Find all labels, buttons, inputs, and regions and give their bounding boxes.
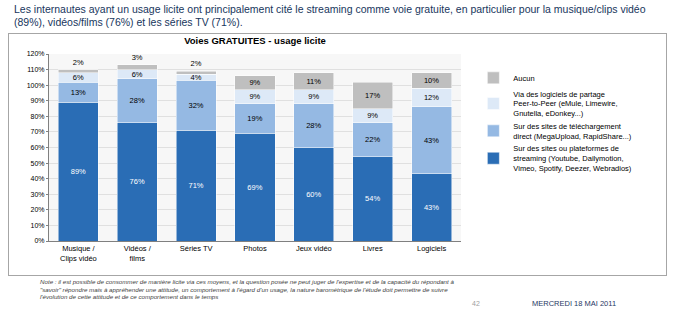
svg-text:43%: 43% (424, 136, 439, 145)
svg-text:11%: 11% (306, 77, 321, 86)
svg-text:17%: 17% (365, 91, 380, 100)
svg-text:69%: 69% (247, 183, 262, 192)
svg-text:100%: 100% (27, 82, 45, 89)
html-text:Les internautes ayant un usage: Les internautes ayant un usage licite on… (14, 3, 646, 28)
svg-text:10%: 10% (31, 222, 45, 229)
svg-text:Sur des sites de téléchargemen: Sur des sites de téléchargementdirect (M… (513, 122, 631, 141)
svg-text:28%: 28% (306, 121, 321, 130)
svg-text:0%: 0% (34, 237, 44, 244)
svg-text:32%: 32% (188, 101, 203, 110)
svg-text:80%: 80% (31, 113, 45, 120)
svg-text:13%: 13% (71, 88, 86, 97)
svg-text:9%: 9% (249, 92, 260, 101)
svg-text:6%: 6% (73, 73, 84, 82)
svg-text:Aucun: Aucun (513, 74, 534, 83)
svg-text:Jeux vidéo: Jeux vidéo (296, 244, 332, 253)
svg-text:2%: 2% (191, 59, 202, 68)
svg-text:110%: 110% (27, 66, 44, 73)
svg-text:9%: 9% (249, 78, 260, 87)
svg-text:Logiciels: Logiciels (417, 244, 446, 253)
svg-text:54%: 54% (365, 194, 380, 203)
svg-text:90%: 90% (31, 97, 45, 104)
svg-text:43%: 43% (424, 203, 439, 212)
svg-text:30%: 30% (31, 191, 45, 198)
svg-text:89%: 89% (71, 167, 86, 176)
svg-text:10%: 10% (424, 76, 439, 85)
svg-text:20%: 20% (31, 206, 45, 213)
svg-text:19%: 19% (247, 114, 262, 123)
svg-text:60%: 60% (31, 144, 45, 151)
svg-text:9%: 9% (308, 92, 319, 101)
svg-text:76%: 76% (130, 177, 145, 186)
svg-text:3%: 3% (132, 53, 143, 62)
svg-text:4%: 4% (191, 73, 202, 82)
svg-text:Vidéos /films: Vidéos /films (124, 244, 152, 263)
svg-text:Sur des sites ou plateformes d: Sur des sites ou plateformes destreaming… (513, 144, 631, 173)
svg-text:71%: 71% (188, 181, 203, 190)
svg-text:6%: 6% (132, 70, 143, 79)
svg-text:Séries TV: Séries TV (180, 244, 213, 253)
svg-text:40%: 40% (31, 175, 45, 182)
svg-text:70%: 70% (31, 128, 45, 135)
svg-text:Via des logiciels de partagePe: Via des logiciels de partagePeer-to-Peer… (513, 90, 617, 119)
html-text:Note : il est possible de cons: Note : il est possible de consommer de m… (40, 278, 454, 301)
svg-text:22%: 22% (365, 135, 380, 144)
svg-text:28%: 28% (130, 96, 145, 105)
svg-text:9%: 9% (367, 111, 378, 120)
svg-text:Livres: Livres (363, 244, 383, 253)
svg-text:12%: 12% (424, 93, 439, 102)
svg-text:Voies GRATUITES - usage licite: Voies GRATUITES - usage licite (184, 35, 326, 46)
svg-text:50%: 50% (31, 160, 45, 167)
svg-text:Photos: Photos (243, 244, 267, 253)
svg-text:2%: 2% (73, 58, 84, 67)
html-text:MERCREDI 18 MAI 2011: MERCREDI 18 MAI 2011 (532, 299, 617, 308)
svg-text:120%: 120% (27, 50, 45, 57)
svg-text:Musique /Clips vidéo: Musique /Clips vidéo (60, 244, 97, 263)
svg-text:60%: 60% (306, 190, 321, 199)
html-text:42: 42 (472, 300, 480, 307)
